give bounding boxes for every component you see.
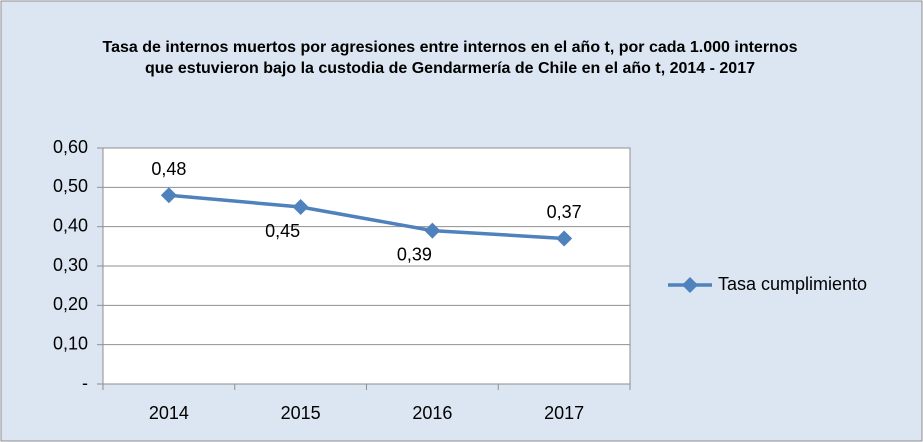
data-label: 0,37 (547, 202, 582, 222)
series-line (168, 193, 565, 241)
data-label: 0,48 (151, 159, 186, 179)
legend-label: Tasa cumplimiento (718, 274, 867, 294)
legend-marker (682, 277, 698, 293)
y-tick-label: 0,30 (53, 255, 88, 275)
data-point (292, 199, 309, 215)
x-tick-label: 2016 (412, 403, 452, 423)
y-tick-label: - (82, 373, 88, 393)
y-tick-label: 0,40 (53, 215, 88, 235)
data-point (160, 187, 177, 204)
data-point (556, 230, 573, 247)
x-tick-label: 2014 (149, 403, 189, 423)
data-point (424, 222, 441, 239)
y-tick-label: 0,10 (53, 333, 88, 353)
chart-title: Tasa de internos muertos por agresiones … (102, 39, 798, 77)
data-label: 0,45 (265, 221, 300, 241)
data-label: 0,39 (397, 244, 432, 264)
y-tick-label: 0,60 (53, 137, 88, 157)
x-tick-label: 2017 (544, 403, 584, 423)
y-tick-label: 0,20 (53, 294, 88, 314)
x-tick-label: 2015 (281, 403, 321, 423)
y-tick-label: 0,50 (53, 176, 88, 196)
